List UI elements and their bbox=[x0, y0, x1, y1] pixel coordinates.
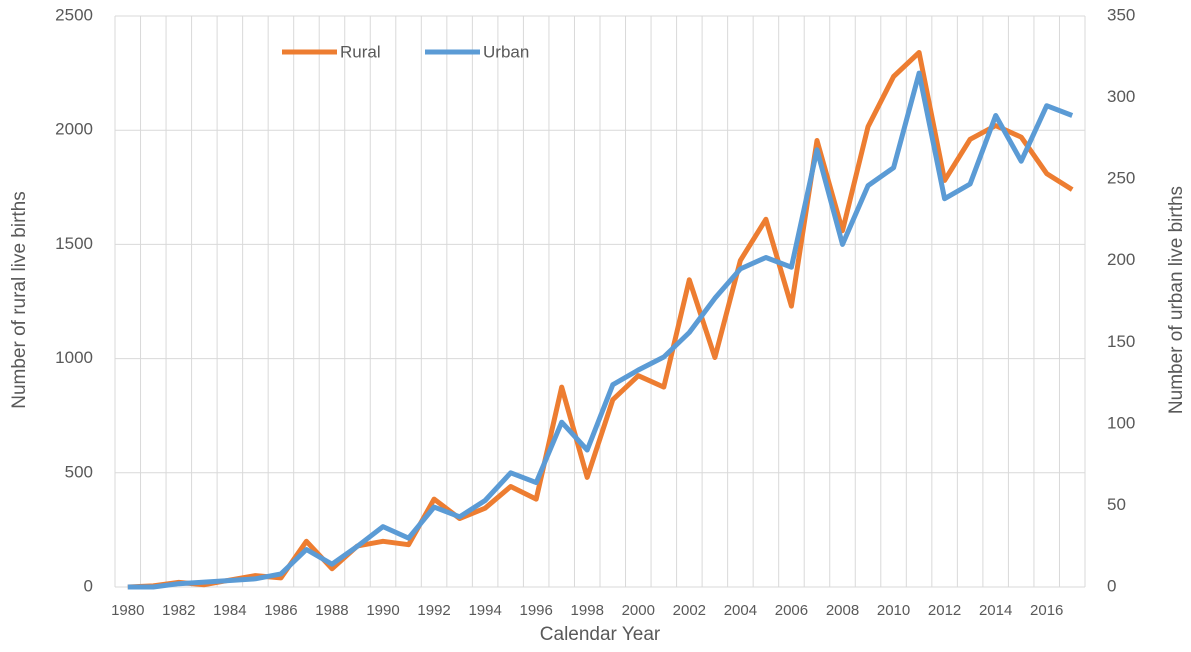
x-tick-label: 2008 bbox=[826, 602, 859, 619]
x-tick-label: 2006 bbox=[775, 602, 808, 619]
y2-tick-label: 50 bbox=[1107, 495, 1126, 514]
x-tick-label: 1992 bbox=[417, 602, 450, 619]
x-tick-label: 1994 bbox=[468, 602, 501, 619]
y-tick-label: 0 bbox=[84, 576, 93, 595]
x-tick-label: 1984 bbox=[213, 602, 246, 619]
legend-label: Urban bbox=[483, 42, 529, 61]
y2-tick-label: 150 bbox=[1107, 332, 1135, 351]
y-tick-label: 1500 bbox=[55, 234, 93, 253]
x-tick-label: 1990 bbox=[366, 602, 399, 619]
series-line bbox=[127, 70, 1074, 590]
x-tick-label: 2002 bbox=[673, 602, 706, 619]
y2-tick-label: 0 bbox=[1107, 576, 1116, 595]
y-tick-label: 1000 bbox=[55, 348, 93, 367]
legend-label: Rural bbox=[340, 42, 381, 61]
x-tick-label: 2000 bbox=[622, 602, 655, 619]
x-tick-label: 1998 bbox=[571, 602, 604, 619]
y2-tick-label: 250 bbox=[1107, 169, 1135, 188]
y-tick-label: 2000 bbox=[55, 120, 93, 139]
x-axis-title: Calendar Year bbox=[540, 624, 661, 645]
x-tick-label: 2004 bbox=[724, 602, 757, 619]
x-tick-label: 1982 bbox=[162, 602, 195, 619]
y-tick-label: 500 bbox=[65, 462, 93, 481]
x-tick-label: 2016 bbox=[1030, 602, 1063, 619]
y2-tick-label: 350 bbox=[1107, 5, 1135, 24]
y2-tick-label: 200 bbox=[1107, 250, 1135, 269]
y-axis-title: Number of rural live births bbox=[9, 191, 30, 409]
y2-tick-label: 100 bbox=[1107, 413, 1135, 432]
x-tick-label: 2014 bbox=[979, 602, 1012, 619]
y-tick-label: 2500 bbox=[55, 5, 93, 24]
x-tick-label: 2010 bbox=[877, 602, 910, 619]
x-tick-label: 1980 bbox=[111, 602, 144, 619]
y2-axis-title: Number of urban live births bbox=[1166, 186, 1187, 414]
y2-tick-label: 300 bbox=[1107, 87, 1135, 106]
x-tick-label: 1996 bbox=[519, 602, 552, 619]
x-tick-label: 1988 bbox=[315, 602, 348, 619]
x-tick-label: 1986 bbox=[264, 602, 297, 619]
x-tick-label: 2012 bbox=[928, 602, 961, 619]
